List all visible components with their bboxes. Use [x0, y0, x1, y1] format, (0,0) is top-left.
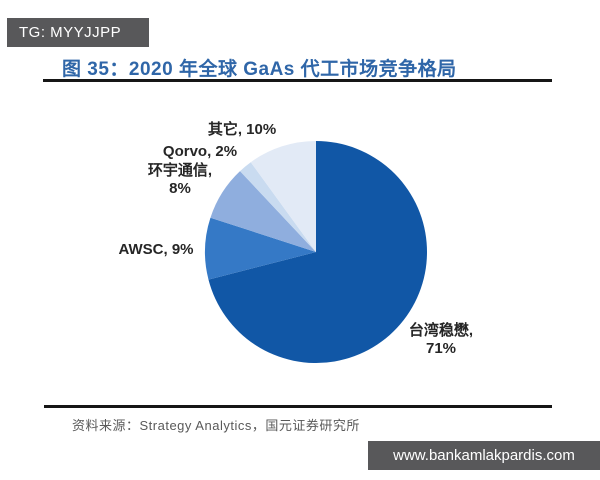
footer-rule: [44, 405, 552, 408]
pie-data-label: 其它, 10%: [207, 121, 277, 138]
pie-slice-环宇通信: [210, 171, 316, 252]
watermark-url-text: www.bankamlakpardis.com: [393, 447, 575, 464]
pie-slice-其它: [250, 141, 316, 252]
pie-slice-AWSC: [205, 217, 316, 280]
pie-data-label: Qorvo, 2%: [162, 143, 238, 160]
watermark-top-text: TG: MYYJJPP: [19, 24, 122, 41]
pie-data-label: 台湾稳懋, 71%: [408, 322, 474, 357]
watermark-top-banner: TG: MYYJJPP: [7, 18, 149, 47]
title-rule: [43, 79, 552, 82]
pie-slice-Qorvo: [240, 162, 316, 252]
pie-data-label: 环宇通信, 8%: [147, 162, 213, 197]
watermark-url-banner: www.bankamlakpardis.com: [368, 441, 600, 470]
pie-slice-台湾稳懋: [208, 141, 428, 364]
source-note: 资料来源：Strategy Analytics，国元证券研究所: [72, 418, 360, 433]
pie-data-label: AWSC, 9%: [118, 241, 194, 258]
figure-title: 图 35：2020 年全球 GaAs 代工市场竞争格局: [62, 59, 457, 80]
